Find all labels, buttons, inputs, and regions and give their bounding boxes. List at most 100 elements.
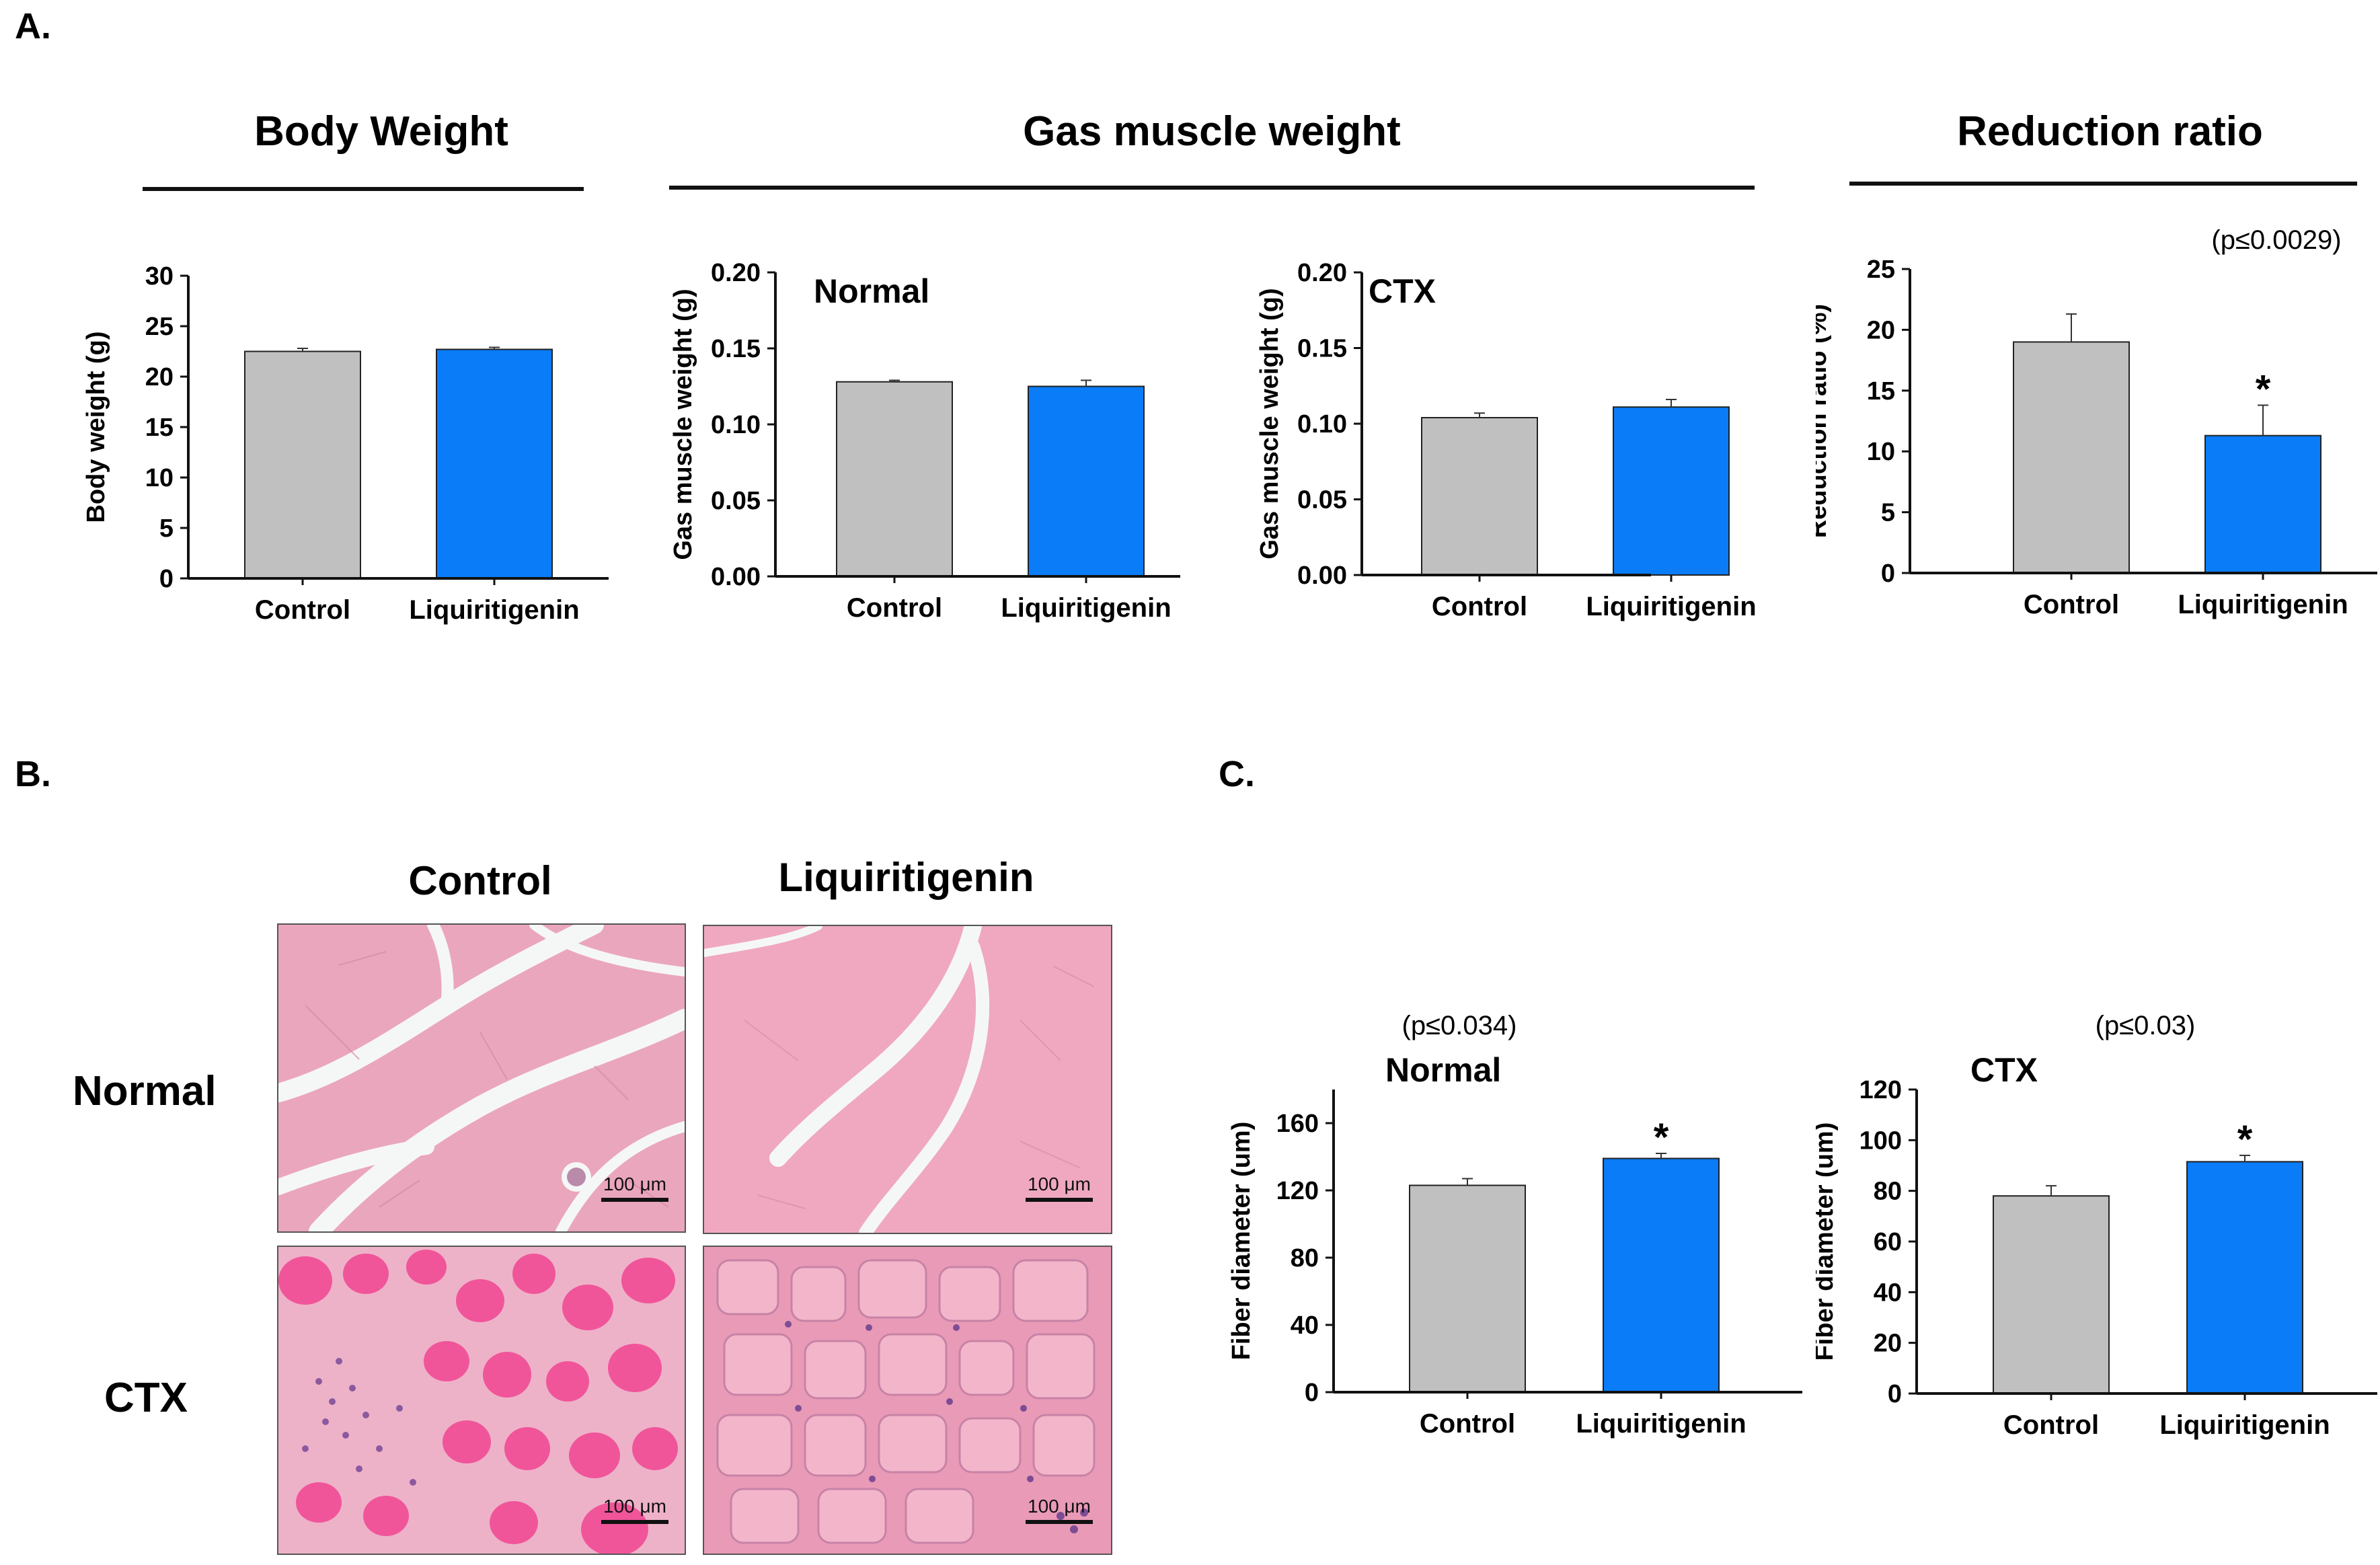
bar-control	[2013, 341, 2130, 574]
chart-fiber-ctx: * 0 20 40 60 80 100 120 Control Liquiritigenin Fib…	[1816, 1011, 2377, 1440]
p-value-label: (p≤0.03)	[2096, 1011, 2196, 1040]
p-value-label: (p≤0.0029)	[2211, 229, 2341, 255]
y-tick-label: 20	[145, 363, 174, 391]
scale-bar-ctx-control: 100 μm	[601, 1496, 668, 1524]
bar-control	[1421, 417, 1538, 576]
y-tick-label: 20	[1867, 316, 1895, 344]
chart-body-weight: 0 5 10 15 20 25 30 Control Liquiritigenin Body we…	[82, 262, 609, 625]
y-tick-label: 0.10	[711, 411, 761, 439]
significance-mark: *	[2237, 1118, 2253, 1161]
bar-liquiritigenin	[436, 348, 553, 579]
y-tick-label: 0	[1305, 1379, 1319, 1407]
group-title-body-weight: Body Weight	[254, 108, 508, 155]
y-tick-label: 0.10	[1297, 410, 1347, 438]
y-tick-label: 0	[1881, 560, 1895, 588]
x-tick-label: Control	[2024, 590, 2119, 619]
x-tick-label: Liquiritigenin	[409, 595, 579, 625]
y-axis-label: Gas muscle weight (g)	[1256, 288, 1284, 559]
group-rule-reduction	[1849, 182, 2357, 186]
micrograph-ctx-liquiritigenin-image	[704, 1247, 1111, 1554]
x-tick-label: Liquiritigenin	[1001, 593, 1171, 623]
y-tick-label: 120	[1859, 1076, 1902, 1104]
scale-label: 100 μm	[1028, 1174, 1091, 1194]
micrograph-ctx-liquiritigenin: 100 μm	[703, 1246, 1112, 1555]
y-tick-label: 5	[159, 514, 174, 543]
scale-bar-ctx-liquiritigenin: 100 μm	[1026, 1496, 1093, 1524]
micrograph-normal-liquiritigenin: 100 μm	[703, 925, 1112, 1234]
y-axis-label: Body weight (g)	[82, 332, 110, 523]
scale-bar-normal-liquiritigenin: 100 μm	[1026, 1174, 1093, 1202]
y-tick-label: 100	[1859, 1127, 1902, 1155]
y-tick-label: 0.20	[1297, 259, 1347, 287]
group-title-gas-muscle: Gas muscle weight	[1023, 108, 1401, 155]
y-tick-label: 0.15	[711, 335, 761, 363]
scale-label: 100 μm	[603, 1496, 666, 1517]
chart-title: Normal	[1385, 1051, 1501, 1089]
x-tick-label: Control	[1432, 592, 1527, 621]
y-tick-label: 0.05	[711, 487, 761, 515]
micrograph-normal-control: 100 μm	[277, 923, 686, 1233]
y-tick-label: 25	[145, 313, 174, 341]
scale-bar-normal-control: 100 μm	[601, 1174, 668, 1202]
bar-control	[1409, 1184, 1526, 1393]
x-tick-label: Control	[1420, 1409, 1515, 1439]
y-tick-label: 40	[1291, 1311, 1319, 1340]
y-tick-label: 60	[1874, 1228, 1902, 1256]
y-axis-label: Fiber diameter (um)	[1816, 1122, 1839, 1361]
y-tick-label: 80	[1874, 1178, 1902, 1206]
y-axis-label: Reduction ratio (%)	[1816, 304, 1832, 538]
y-tick-label: 0.20	[711, 259, 761, 287]
x-tick-label: Liquiritigenin	[1586, 592, 1756, 621]
scale-label: 100 μm	[603, 1174, 666, 1194]
y-tick-label: 0	[1888, 1380, 1902, 1408]
y-tick-label: 0.00	[1297, 562, 1347, 590]
y-tick-label: 5	[1881, 499, 1895, 527]
histology-col-liquiritigenin: Liquiritigenin	[778, 855, 1034, 900]
bar-control	[1993, 1195, 2110, 1394]
histology-col-control: Control	[408, 858, 552, 903]
significance-mark: *	[2256, 367, 2271, 411]
x-tick-label: Liquiritigenin	[1576, 1409, 1746, 1439]
scale-line	[1026, 1198, 1093, 1202]
x-tick-label: Control	[847, 593, 942, 623]
bar-control	[836, 381, 953, 577]
chart-gas-normal: 0.00 0.05 0.10 0.15 0.20 Control Liquiritigeni…	[669, 259, 1180, 623]
panel-label-c: C.	[1219, 754, 1255, 794]
scale-line	[601, 1520, 668, 1524]
y-tick-label: 80	[1291, 1244, 1319, 1272]
group-rule-gas-muscle	[669, 186, 1755, 190]
significance-mark: *	[1654, 1116, 1669, 1159]
y-tick-label: 25	[1867, 256, 1895, 284]
chart-fiber-normal: * 0 40 80 120 160 Control Liquiritigenin Fiber d…	[1227, 1011, 1802, 1439]
micrograph-ctx-control: 100 μm	[277, 1246, 686, 1555]
y-tick-label: 15	[1867, 377, 1895, 406]
y-axis-label: Fiber diameter (um)	[1227, 1122, 1256, 1361]
y-tick-label: 0.00	[711, 563, 761, 591]
group-rule-body-weight	[143, 187, 584, 191]
chart-title: CTX	[1970, 1051, 2038, 1089]
y-tick-label: 40	[1874, 1278, 1902, 1307]
chart-gas-ctx: 0.00 0.05 0.10 0.15 0.20 Control Liquiritigeni…	[1256, 259, 1757, 621]
bar-liquiritigenin	[1028, 385, 1145, 577]
x-tick-label: Control	[255, 595, 350, 625]
bar-liquiritigenin	[1603, 1157, 1720, 1393]
bar-liquiritigenin	[1613, 406, 1730, 576]
y-tick-label: 0	[159, 565, 174, 593]
micrograph-ctx-control-image	[278, 1247, 685, 1554]
x-tick-label: Liquiritigenin	[2178, 590, 2348, 619]
histology-row-ctx: CTX	[104, 1375, 188, 1421]
panel-label-b: B.	[15, 754, 51, 794]
bar-liquiritigenin	[2204, 434, 2321, 574]
bar-liquiritigenin	[2186, 1161, 2303, 1394]
micrograph-normal-liquiritigenin-image	[704, 926, 1111, 1233]
y-tick-label: 10	[1867, 438, 1895, 466]
y-axis-label: Gas muscle weight (g)	[669, 289, 697, 560]
p-value-label: (p≤0.034)	[1402, 1011, 1517, 1040]
chart-title: CTX	[1369, 272, 1436, 310]
y-tick-label: 0.15	[1297, 335, 1347, 363]
y-tick-label: 15	[145, 414, 174, 442]
scale-label: 100 μm	[1028, 1496, 1091, 1517]
y-tick-label: 30	[145, 262, 174, 291]
panel-label-a: A.	[15, 6, 51, 46]
chart-title: Normal	[814, 272, 929, 310]
